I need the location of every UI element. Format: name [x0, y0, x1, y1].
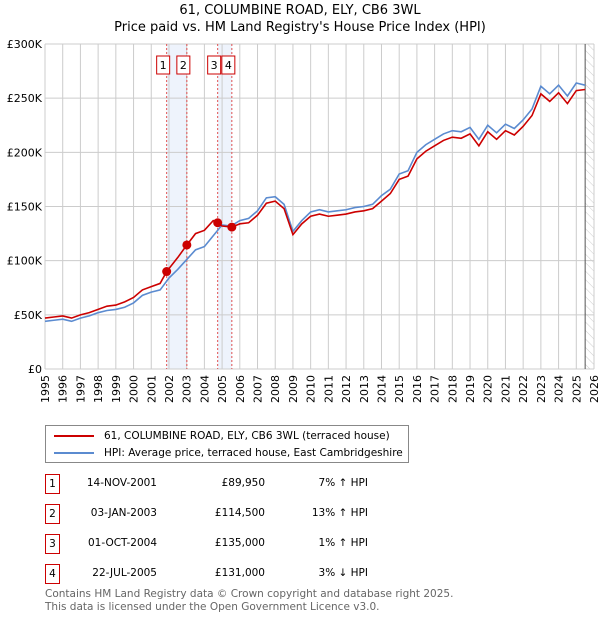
x-tick-label: 2009	[287, 375, 300, 403]
transaction-hpi-change: 13% ↑ HPI	[311, 507, 368, 519]
transaction-row: 2 03-JAN-2003 £114,500 13% ↑ HPI	[45, 504, 405, 526]
x-tick-label: 1998	[92, 375, 105, 403]
transaction-price: £135,000	[214, 537, 265, 549]
x-tick-label: 2010	[305, 375, 318, 403]
price-line	[44, 88, 586, 319]
transaction-marker: 1	[45, 474, 60, 494]
x-tick-label: 2019	[464, 375, 477, 403]
sale-marker-label: 1	[160, 59, 167, 72]
chart-legend: 61, COLUMBINE ROAD, ELY, CB6 3WL (terrac…	[45, 425, 409, 463]
x-tick-label: 1996	[57, 375, 70, 403]
sale-point	[213, 218, 223, 228]
x-tick-label: 2018	[446, 375, 459, 403]
x-tick-label: 2015	[393, 375, 406, 403]
transaction-price: £114,500	[214, 507, 265, 519]
transaction-hpi-change: 7% ↑ HPI	[318, 477, 368, 489]
transaction-hpi-change: 1% ↑ HPI	[318, 537, 368, 549]
y-tick-label: £150K	[7, 201, 43, 214]
x-tick-label: 2022	[517, 375, 530, 403]
x-tick-label: 2003	[181, 375, 194, 403]
x-tick-label: 1999	[110, 375, 123, 403]
footer-licence: This data is licensed under the Open Gov…	[45, 601, 380, 613]
transaction-hpi-change: 3% ↓ HPI	[318, 567, 368, 579]
y-tick-label: £300K	[7, 38, 43, 51]
price-chart: 1995 1996 1997 1998 1999 2000 2001 2002 2003 2004…	[7, 38, 600, 403]
transaction-marker: 4	[45, 564, 60, 584]
transaction-price: £131,000	[214, 567, 265, 579]
x-tick-label: 2017	[429, 375, 442, 403]
sale-marker-label: 3	[211, 59, 218, 72]
x-tick-label: 2011	[322, 375, 335, 403]
x-tick-label: 1995	[39, 375, 52, 403]
transaction-price: £89,950	[221, 477, 265, 489]
legend-item-property: 61, COLUMBINE ROAD, ELY, CB6 3WL (terrac…	[46, 428, 390, 444]
x-tick-label: 2007	[252, 375, 265, 403]
footer-copyright: Contains HM Land Registry data © Crown c…	[45, 588, 454, 600]
transaction-marker: 3	[45, 534, 60, 554]
sale-marker-box	[207, 55, 222, 75]
y-tick-label: £250K	[7, 92, 43, 105]
transaction-row: 3 01-OCT-2004 £135,000 1% ↑ HPI	[45, 534, 405, 556]
transaction-row: 4 22-JUL-2005 £131,000 3% ↓ HPI	[45, 564, 405, 586]
x-tick-label: 2016	[411, 375, 424, 403]
sale-marker-box	[176, 55, 191, 75]
legend-item-hpi: HPI: Average price, terraced house, East…	[46, 445, 403, 461]
x-tick-label: 2001	[145, 375, 158, 403]
sale-point	[162, 267, 172, 277]
sale-marker-label: 4	[225, 59, 232, 72]
transaction-date: 03-JAN-2003	[90, 507, 157, 519]
x-tick-label: 2002	[163, 375, 176, 403]
chart-subtitle: Price paid vs. HM Land Registry's House …	[114, 20, 486, 35]
y-tick-label: £100K	[7, 255, 43, 268]
legend-swatch-blue	[54, 452, 94, 454]
transaction-date: 22-JUL-2005	[92, 567, 157, 579]
legend-label: HPI: Average price, terraced house, East…	[104, 447, 403, 459]
y-tick-label: £50K	[14, 309, 43, 322]
sale-marker-box	[156, 55, 171, 75]
sale-marker-box	[221, 55, 236, 75]
legend-label: 61, COLUMBINE ROAD, ELY, CB6 3WL (terrac…	[104, 430, 390, 442]
sale-point	[227, 222, 237, 232]
x-tick-label: 2021	[499, 375, 512, 403]
x-tick-label: 2023	[535, 375, 548, 403]
x-tick-label: 2024	[553, 375, 566, 403]
x-tick-label: 2026	[588, 375, 600, 403]
x-tick-label: 2000	[128, 375, 141, 403]
x-tick-label: 2025	[570, 375, 583, 403]
footer: Contains HM Land Registry data © Crown c…	[45, 588, 453, 614]
x-tick-label: 2020	[482, 375, 495, 403]
transaction-date: 14-NOV-2001	[86, 477, 157, 489]
x-tick-label: 2012	[340, 375, 353, 403]
x-tick-label: 2013	[358, 375, 371, 403]
transaction-marker: 2	[45, 504, 60, 524]
x-tick-label: 2006	[234, 375, 247, 403]
chart-title: 61, COLUMBINE ROAD, ELY, CB6 3WL	[179, 3, 421, 18]
y-tick-label: £200K	[7, 146, 43, 159]
hpi-line	[44, 82, 586, 323]
sale-point	[182, 240, 192, 250]
x-tick-label: 1997	[74, 375, 87, 403]
x-tick-label: 2008	[269, 375, 282, 403]
x-tick-label: 2005	[216, 375, 229, 403]
sale-marker-label: 2	[180, 59, 187, 72]
legend-swatch-red	[54, 435, 94, 437]
transaction-date: 01-OCT-2004	[88, 537, 157, 549]
x-tick-label: 2014	[375, 375, 388, 403]
y-tick-label: £0	[28, 363, 42, 376]
x-tick-label: 2004	[198, 375, 211, 403]
transaction-row: 1 14-NOV-2001 £89,950 7% ↑ HPI	[45, 474, 405, 496]
